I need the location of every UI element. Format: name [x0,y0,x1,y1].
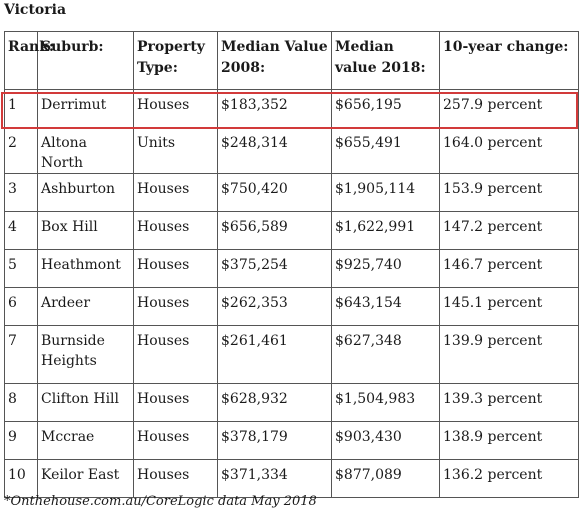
cell-suburb: Heathmont [37,249,134,288]
cell-rank: 4 [4,211,38,250]
cell-change: 257.9 percent [439,89,579,128]
header-property-type: Property Type: [133,31,218,90]
cell-change: 147.2 percent [439,211,579,250]
cell-median-2018: $656,195 [331,89,440,128]
cell-property-type: Houses [133,173,218,212]
cell-median-2008: $248,314 [217,127,332,174]
cell-change: 164.0 percent [439,127,579,174]
cell-change: 139.3 percent [439,383,579,422]
cell-suburb: Derrimut [37,89,134,128]
cell-median-2008: $261,461 [217,325,332,384]
cell-median-2008: $628,932 [217,383,332,422]
source-footnote: *Onthehouse.com.au/CoreLogic data May 20… [4,494,317,509]
table-row: 1 Derrimut Houses $183,352 $656,195 257.… [4,89,579,128]
cell-change: 145.1 percent [439,287,579,326]
cell-rank: 9 [4,421,38,460]
cell-change: 136.2 percent [439,459,579,498]
header-change: 10-year change: [439,31,579,90]
header-row: Rank: Suburb: Property Type: Median Valu… [4,31,579,90]
cell-suburb: Altona North [37,127,134,174]
suburb-table: Rank: Suburb: Property Type: Median Valu… [4,31,579,498]
cell-median-2018: $903,430 [331,421,440,460]
cell-suburb: Keilor East [37,459,134,498]
cell-median-2018: $1,504,983 [331,383,440,422]
cell-property-type: Houses [133,421,218,460]
table-row: 9 Mccrae Houses $378,179 $903,430 138.9 … [4,421,579,460]
cell-property-type: Units [133,127,218,174]
cell-rank: 10 [4,459,38,498]
cell-rank: 6 [4,287,38,326]
cell-median-2018: $877,089 [331,459,440,498]
table-row: 8 Clifton Hill Houses $628,932 $1,504,98… [4,383,579,422]
cell-median-2018: $1,622,991 [331,211,440,250]
cell-change: 138.9 percent [439,421,579,460]
header-median-2008: Median Value 2008: [217,31,332,90]
table-row: 7 Burnside Heights Houses $261,461 $627,… [4,325,579,384]
cell-property-type: Houses [133,249,218,288]
cell-property-type: Houses [133,459,218,498]
cell-property-type: Houses [133,383,218,422]
cell-rank: 1 [4,89,38,128]
cell-property-type: Houses [133,287,218,326]
header-median-2018: Median value 2018: [331,31,440,90]
header-suburb: Suburb: [37,31,134,90]
cell-rank: 7 [4,325,38,384]
table-row: 5 Heathmont Houses $375,254 $925,740 146… [4,249,579,288]
table-row: 10 Keilor East Houses $371,334 $877,089 … [4,459,579,498]
cell-rank: 8 [4,383,38,422]
table-row: 3 Ashburton Houses $750,420 $1,905,114 1… [4,173,579,212]
cell-median-2008: $750,420 [217,173,332,212]
page-title: Victoria [4,2,67,18]
cell-suburb: Burnside Heights [37,325,134,384]
cell-suburb: Ardeer [37,287,134,326]
cell-median-2018: $655,491 [331,127,440,174]
cell-change: 146.7 percent [439,249,579,288]
cell-change: 139.9 percent [439,325,579,384]
cell-suburb: Mccrae [37,421,134,460]
cell-median-2008: $183,352 [217,89,332,128]
cell-property-type: Houses [133,211,218,250]
cell-median-2018: $627,348 [331,325,440,384]
cell-median-2008: $378,179 [217,421,332,460]
cell-rank: 5 [4,249,38,288]
table-row: 6 Ardeer Houses $262,353 $643,154 145.1 … [4,287,579,326]
cell-median-2008: $375,254 [217,249,332,288]
cell-median-2018: $1,905,114 [331,173,440,212]
table-row: 4 Box Hill Houses $656,589 $1,622,991 14… [4,211,579,250]
cell-suburb: Clifton Hill [37,383,134,422]
cell-suburb: Box Hill [37,211,134,250]
header-rank: Rank: [4,31,54,90]
cell-suburb: Ashburton [37,173,134,212]
table-row: 2 Altona North Units $248,314 $655,491 1… [4,127,579,174]
cell-property-type: Houses [133,325,218,384]
cell-rank: 2 [4,127,38,174]
cell-median-2008: $371,334 [217,459,332,498]
cell-median-2008: $262,353 [217,287,332,326]
cell-median-2008: $656,589 [217,211,332,250]
cell-rank: 3 [4,173,38,212]
cell-change: 153.9 percent [439,173,579,212]
cell-median-2018: $925,740 [331,249,440,288]
cell-property-type: Houses [133,89,218,128]
cell-median-2018: $643,154 [331,287,440,326]
